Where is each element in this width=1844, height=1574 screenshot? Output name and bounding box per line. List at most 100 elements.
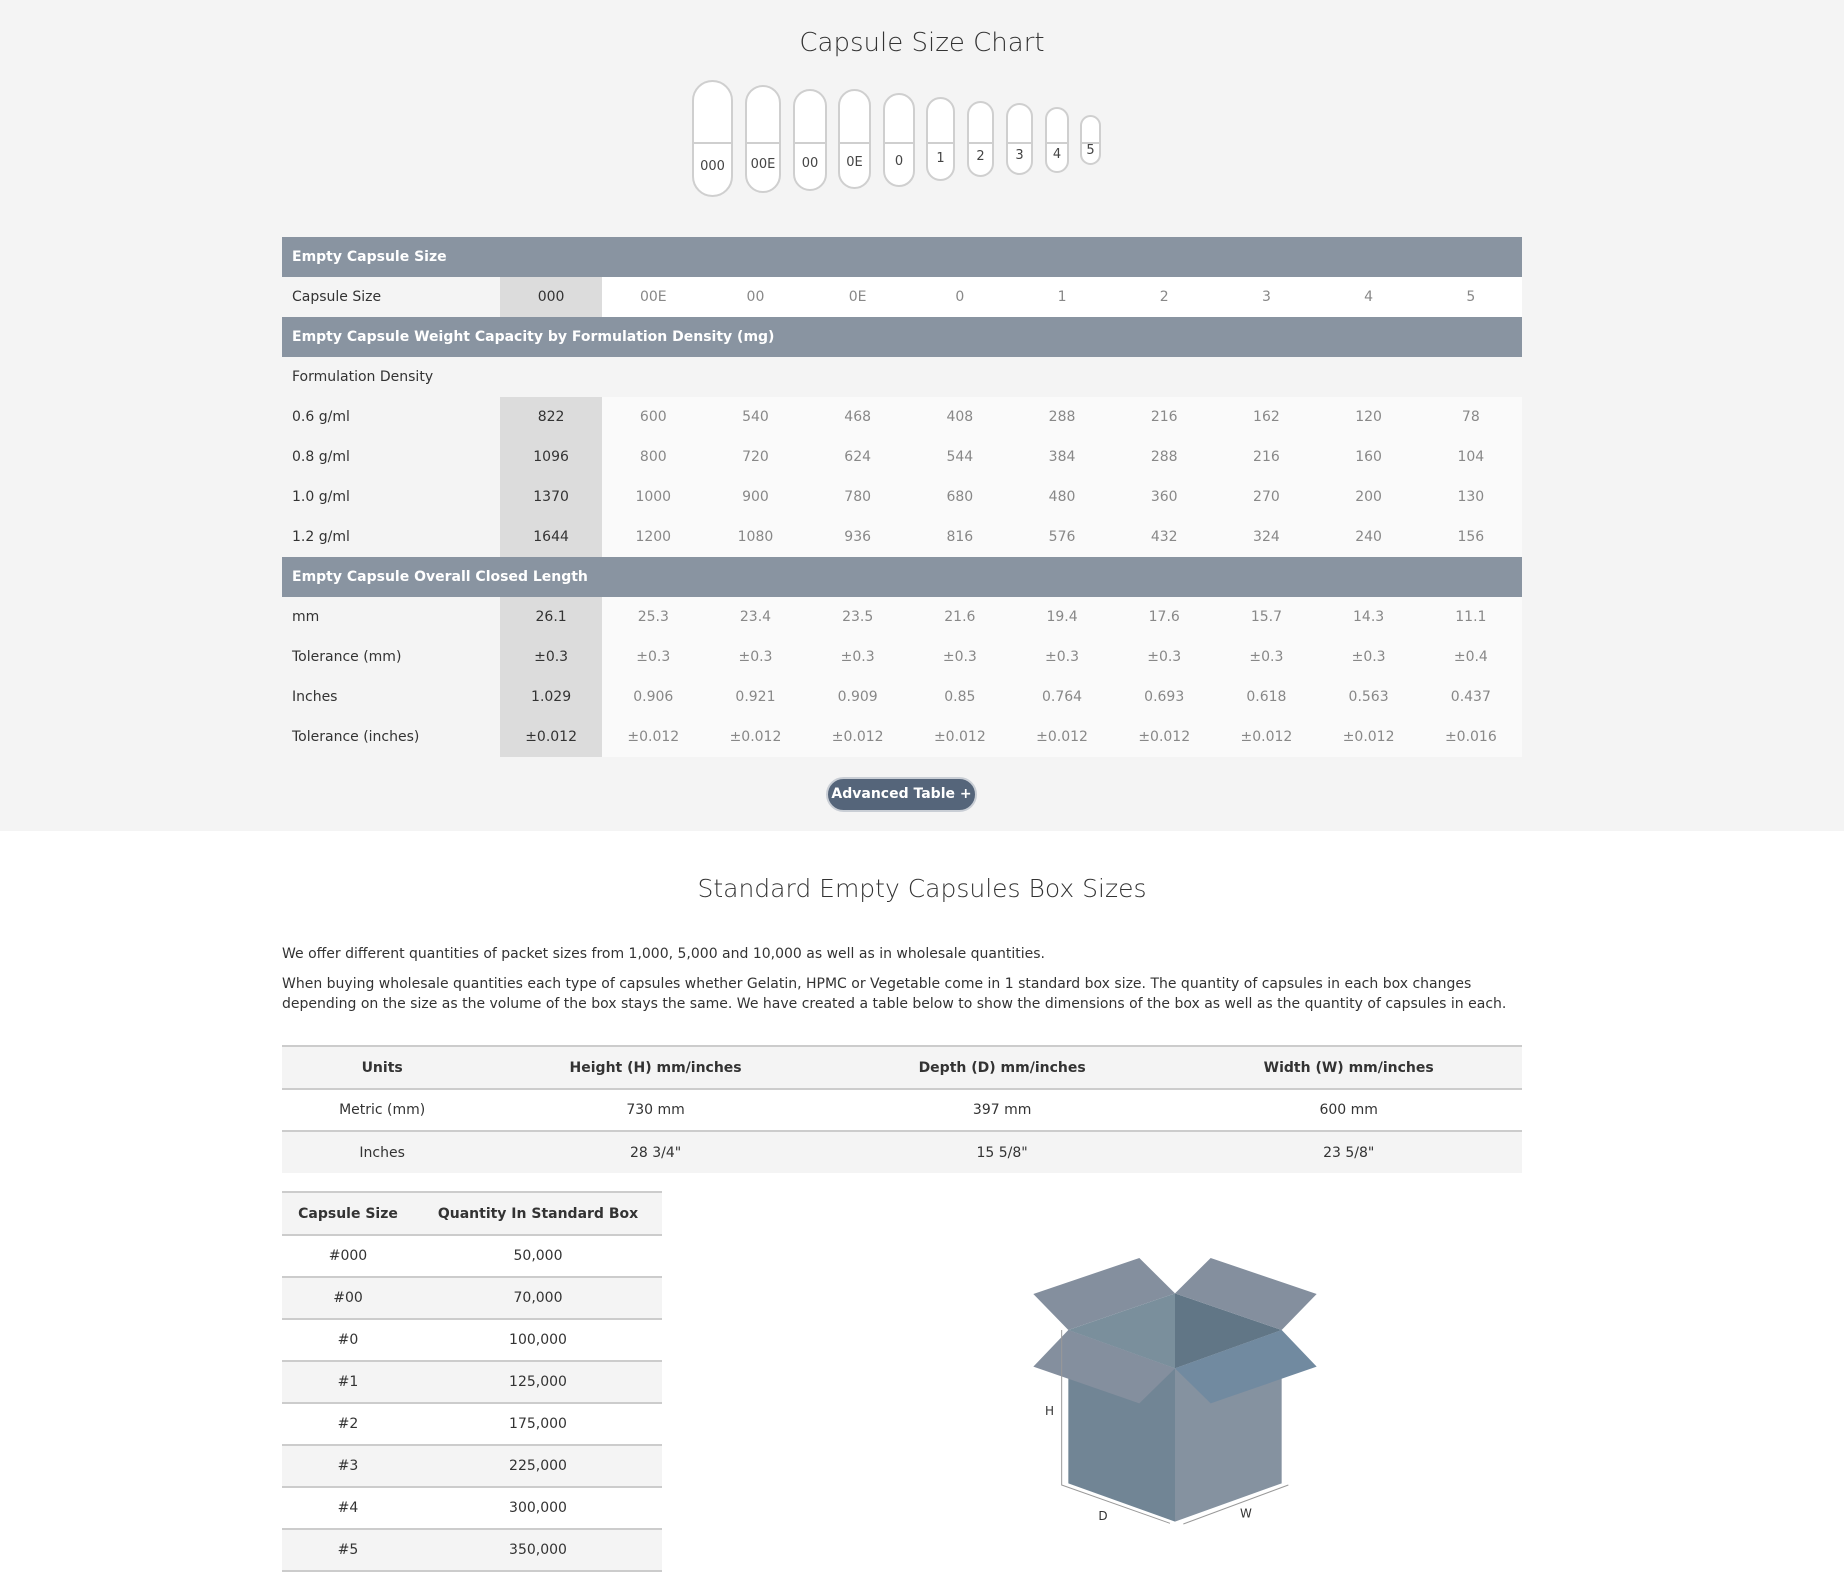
cell: 26.1 xyxy=(500,597,603,637)
cell: 468 xyxy=(806,397,909,437)
table-row: #00 70,000 xyxy=(282,1277,662,1320)
cell: 00 xyxy=(704,277,807,317)
cell: ±0.012 xyxy=(1317,717,1420,757)
box-back-right-flap xyxy=(1175,1258,1317,1330)
cell: 680 xyxy=(908,477,1011,517)
capsule-3: 3 xyxy=(1006,103,1033,175)
cell: 14.3 xyxy=(1317,597,1420,637)
section-header: Empty Capsule Weight Capacity by Formula… xyxy=(282,317,1522,357)
cell: 15 5/8" xyxy=(828,1131,1176,1173)
cell: #0 xyxy=(282,1319,414,1362)
cell: 1 xyxy=(1010,277,1114,317)
cell: 15.7 xyxy=(1215,597,1318,637)
row-label: 1.0 g/ml xyxy=(282,477,500,517)
table-row: Capsule Size 000 00E 00 0E 0 1 2 3 4 5 xyxy=(282,277,1522,317)
height-dimension-line xyxy=(1061,1330,1171,1524)
capsule-label: 1 xyxy=(936,150,945,166)
cell: 900 xyxy=(704,477,807,517)
capsule-label: 00E xyxy=(750,156,776,172)
cell: ±0.012 xyxy=(908,717,1011,757)
table-row: #0 100,000 xyxy=(282,1319,662,1362)
section-heading: Empty Capsule Size xyxy=(282,237,1522,277)
cell: 240 xyxy=(1317,517,1420,557)
cell: 23.4 xyxy=(704,597,807,637)
row-label: mm xyxy=(282,597,500,637)
cell: 360 xyxy=(1113,477,1216,517)
cell: 1644 xyxy=(500,517,603,557)
box-dimensions-table: Units Height (H) mm/inches Depth (D) mm/in… xyxy=(282,1045,1522,1173)
cell: 540 xyxy=(704,397,807,437)
table-row: #1 125,000 xyxy=(282,1361,662,1404)
cell: 350,000 xyxy=(414,1529,662,1572)
cell: 1080 xyxy=(704,517,807,557)
capsule-1: 1 xyxy=(926,97,955,181)
cell: 23.5 xyxy=(806,597,909,637)
cell: 720 xyxy=(704,437,807,477)
advanced-table-button[interactable]: Advanced Table + xyxy=(826,777,977,812)
cell: 4 xyxy=(1317,277,1420,317)
row-label: 0.6 g/ml xyxy=(282,397,500,437)
cell: 100,000 xyxy=(414,1319,662,1362)
cell: ±0.3 xyxy=(602,637,705,677)
wholesale-paragraph: When buying wholesale quantities each ty… xyxy=(282,976,1507,1012)
box-sizes-title: Standard Empty Capsules Box Sizes xyxy=(697,874,1147,903)
cell: 216 xyxy=(1215,437,1318,477)
row-label: Capsule Size xyxy=(282,277,500,317)
cell: ±0.3 xyxy=(908,637,1011,677)
cell: 21.6 xyxy=(908,597,1011,637)
cell: 130 xyxy=(1419,477,1522,517)
cell: 0.921 xyxy=(704,677,807,717)
cell: 300,000 xyxy=(414,1487,662,1530)
cell: ±0.3 xyxy=(1010,637,1114,677)
capsule-label: 3 xyxy=(1015,147,1024,163)
cell: 0E xyxy=(806,277,909,317)
table-row: 0.6 g/ml 822 600 540 468 408 288 216 162 120 78 xyxy=(282,397,1522,437)
box-front-left-flap xyxy=(1033,1330,1175,1404)
section-header: Empty Capsule Overall Closed Length xyxy=(282,557,1522,597)
cell: ±0.012 xyxy=(1113,717,1216,757)
row-label: 0.8 g/ml xyxy=(282,437,500,477)
cell: 600 mm xyxy=(1175,1089,1522,1132)
box-illustration: H D W xyxy=(1033,1258,1317,1525)
cell: 225,000 xyxy=(414,1445,662,1488)
cell: 0.693 xyxy=(1113,677,1216,717)
cell: ±0.3 xyxy=(1215,637,1318,677)
row-label: Tolerance (inches) xyxy=(282,717,500,757)
row-label: 1.2 g/ml xyxy=(282,517,500,557)
cell: 23 5/8" xyxy=(1175,1131,1522,1173)
cell: 160 xyxy=(1317,437,1420,477)
cell: ±0.012 xyxy=(806,717,909,757)
cell: 3 xyxy=(1215,277,1318,317)
cell: 1000 xyxy=(602,477,705,517)
cell: 480 xyxy=(1010,477,1114,517)
cell: 11.1 xyxy=(1419,597,1522,637)
capsule-label: 0 xyxy=(894,153,904,169)
box-quantity-table: Capsule Size Quantity In Standard Box #000… xyxy=(282,1191,662,1572)
cell: 600 xyxy=(602,397,705,437)
cell: 1096 xyxy=(500,437,603,477)
cell: 00E xyxy=(602,277,705,317)
cell: 17.6 xyxy=(1113,597,1216,637)
table-row: #000 50,000 xyxy=(282,1235,662,1278)
row-label: Tolerance (mm) xyxy=(282,637,500,677)
section-header: Empty Capsule Size xyxy=(282,237,1522,277)
height-label: H xyxy=(1045,1404,1054,1418)
row-label: Inches xyxy=(282,677,500,717)
cell: 175,000 xyxy=(414,1403,662,1446)
cell: 780 xyxy=(806,477,909,517)
capsule-2: 2 xyxy=(967,101,994,177)
table-row: 1.0 g/ml 1370 1000 900 780 680 480 360 270 200 130 xyxy=(282,477,1522,517)
table-row: Formulation Density xyxy=(282,357,1522,397)
cell: ±0.4 xyxy=(1419,637,1522,677)
cell: Inches xyxy=(282,1131,483,1173)
table-row: #3 225,000 xyxy=(282,1445,662,1488)
capsule-size-table: Empty Capsule Size Capsule Size 000 00E 00 0E… xyxy=(282,237,1522,757)
cell: 1.029 xyxy=(500,677,603,717)
box-inside-left xyxy=(1068,1293,1175,1369)
cell: 397 mm xyxy=(828,1089,1176,1132)
cell: 0.906 xyxy=(602,677,705,717)
cell: 0.85 xyxy=(908,677,1011,717)
column-header: Units xyxy=(282,1045,483,1090)
cell: ±0.012 xyxy=(602,717,705,757)
cell: #00 xyxy=(282,1277,414,1320)
